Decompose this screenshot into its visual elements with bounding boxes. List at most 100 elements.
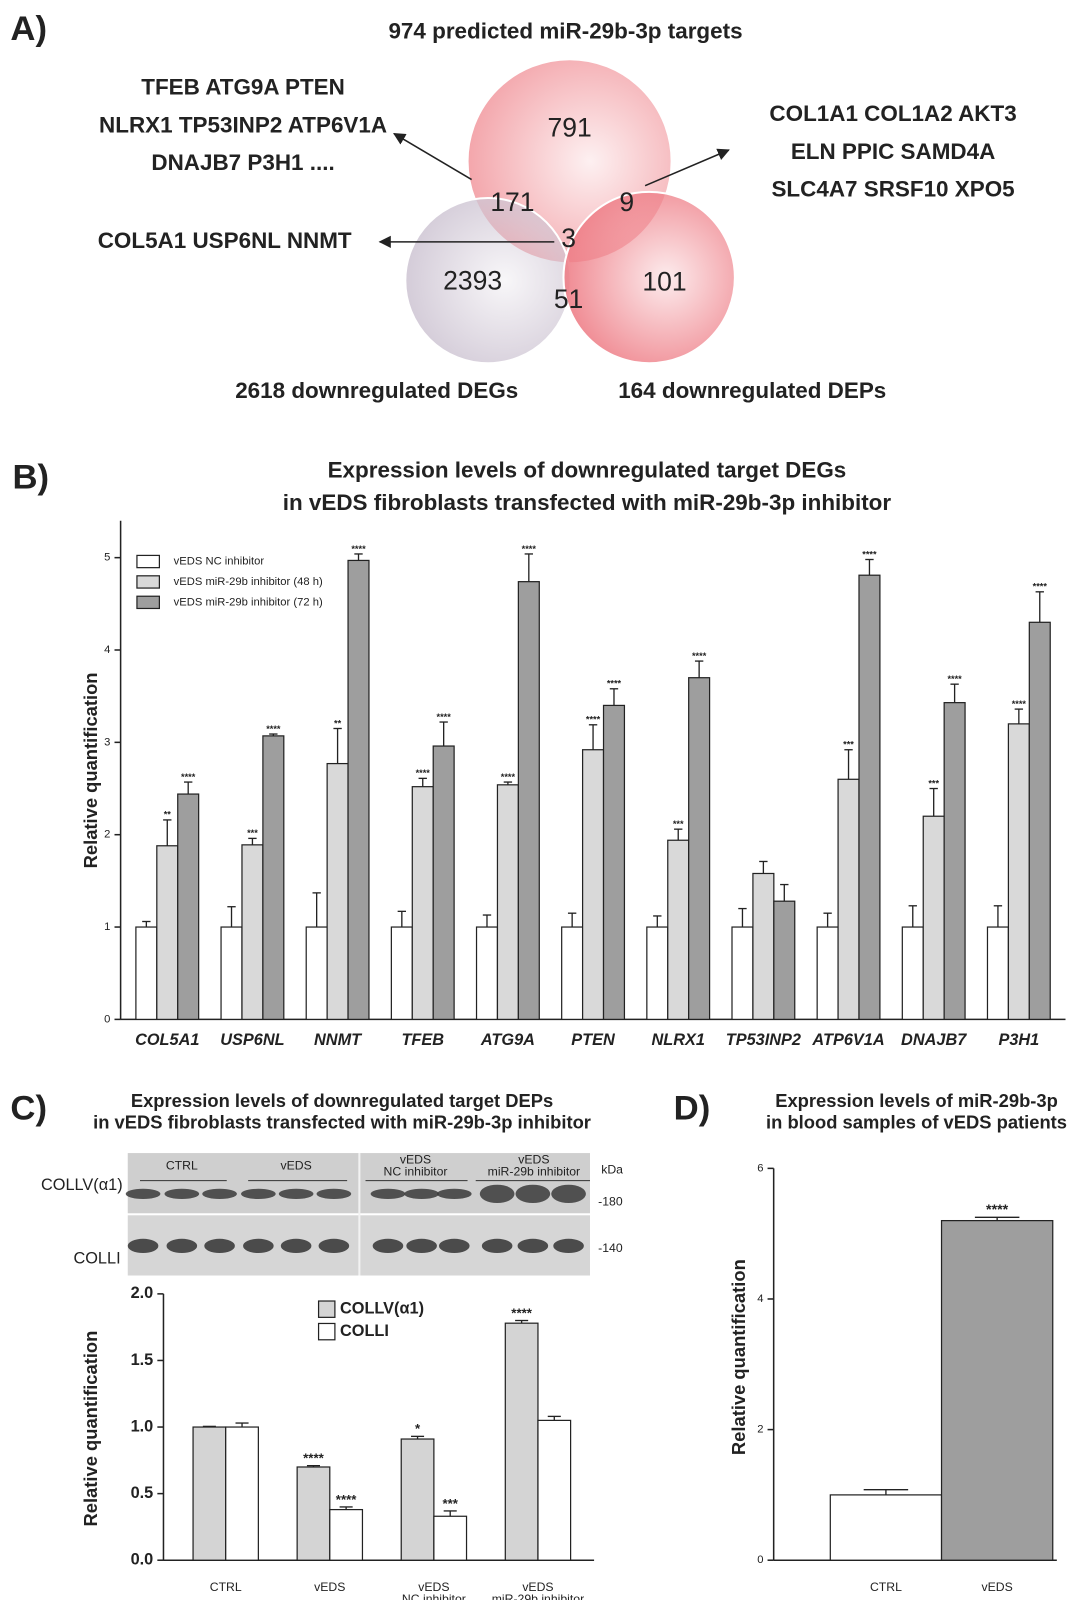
- blot-band: [319, 1239, 350, 1253]
- region-count: 51: [554, 284, 584, 314]
- region-count: 9: [619, 187, 634, 217]
- gene-list: COL5A1 USP6NL NNMT: [98, 228, 352, 253]
- y-tick-label: 2: [757, 1424, 763, 1436]
- blot-band: [167, 1239, 198, 1253]
- x-tick-label: TP53INP2: [726, 1031, 801, 1049]
- y-tick-label: 5: [104, 552, 110, 564]
- x-tick-label: CTRL: [210, 1580, 242, 1594]
- bar: [538, 1420, 571, 1560]
- chart-title: in vEDS fibroblasts transfected with miR…: [93, 1111, 591, 1132]
- significance-label: ****: [692, 651, 707, 661]
- page: {"chart_data": [ {"type": "venn", "panel…: [0, 0, 1080, 1600]
- bar: [178, 794, 199, 1019]
- chart-title: in blood samples of vEDS patients: [766, 1111, 1067, 1132]
- blot-band: [553, 1239, 584, 1253]
- gene-list: COL1A1 COL1A2 AKT3: [769, 101, 1016, 126]
- chart-title: Expression levels of downregulated targe…: [131, 1090, 553, 1111]
- blot-band: [126, 1189, 161, 1199]
- y-tick-label: 0: [104, 1013, 110, 1025]
- significance-label: ****: [511, 1305, 532, 1320]
- bar: [391, 927, 412, 1019]
- bar: [604, 705, 625, 1019]
- significance-label: ****: [522, 544, 537, 554]
- lane-label: CTRL: [166, 1159, 198, 1173]
- chart-title: Expression levels of miR-29b-3p: [775, 1090, 1058, 1111]
- x-tick-label: NLRX1: [651, 1031, 704, 1049]
- bar: [433, 746, 454, 1019]
- blot-band: [439, 1239, 470, 1253]
- x-tick-label: CTRL: [870, 1580, 902, 1594]
- x-tick-label: vEDS: [314, 1580, 345, 1594]
- bar: [348, 560, 369, 1019]
- bar: [944, 703, 965, 1020]
- panel-label: B): [12, 459, 49, 497]
- blot-band: [317, 1189, 352, 1199]
- blot-band: [406, 1239, 437, 1253]
- significance-label: ****: [181, 772, 196, 782]
- significance-label: ****: [266, 724, 281, 734]
- significance-label: ***: [928, 778, 939, 788]
- set-label: 2618 downregulated DEGs: [235, 378, 518, 403]
- bar: [732, 927, 753, 1019]
- x-tick-label: vEDS: [982, 1580, 1013, 1594]
- region-count: 3: [561, 223, 576, 253]
- bar: [583, 750, 604, 1020]
- bar: [987, 927, 1008, 1019]
- bar: [668, 840, 689, 1019]
- x-tick-label: P3H1: [998, 1031, 1039, 1049]
- x-tick-label: NC inhibitor: [402, 1592, 466, 1600]
- y-tick-label: 1.0: [131, 1417, 154, 1435]
- marker-label: -180: [598, 1194, 623, 1208]
- significance-label: ***: [442, 1496, 458, 1511]
- x-tick-label: USP6NL: [220, 1031, 284, 1049]
- bar: [923, 816, 944, 1019]
- significance-label: ****: [986, 1202, 1009, 1218]
- blot-band: [373, 1239, 404, 1253]
- set-label: 974 predicted miR-29b-3p targets: [388, 19, 742, 44]
- significance-label: ****: [862, 549, 877, 559]
- legend-label: vEDS miR-29b inhibitor (48 h): [174, 576, 323, 588]
- bar: [497, 785, 518, 1020]
- bar: [1008, 724, 1029, 1020]
- y-tick-label: 4: [104, 644, 110, 656]
- annotation-arrow: [394, 134, 472, 180]
- bar: [1029, 622, 1050, 1019]
- bar: [518, 582, 539, 1020]
- blot-band: [404, 1189, 439, 1199]
- legend-swatch: [137, 596, 159, 608]
- y-axis-label: Relative quantification: [80, 672, 101, 868]
- bar: [221, 927, 242, 1019]
- legend-swatch: [137, 555, 159, 567]
- blot-band: [516, 1185, 551, 1203]
- blot-band: [518, 1239, 549, 1253]
- blot-band: [243, 1239, 274, 1253]
- bar: [327, 764, 348, 1020]
- significance-label: ****: [586, 715, 601, 725]
- region-count: 101: [642, 267, 686, 297]
- bar: [412, 787, 433, 1020]
- blot-band: [241, 1189, 276, 1199]
- legend-label: vEDS NC inhibitor: [174, 555, 265, 567]
- legend-swatch: [137, 576, 159, 588]
- blot-band: [482, 1239, 513, 1253]
- significance-label: **: [164, 810, 172, 820]
- bar: [505, 1323, 538, 1560]
- bar: [434, 1516, 467, 1560]
- bar: [830, 1495, 941, 1560]
- bar: [157, 846, 178, 1020]
- chart-title: in vEDS fibroblasts transfected with miR…: [283, 490, 892, 515]
- bar: [689, 678, 710, 1020]
- y-tick-label: 0.0: [131, 1551, 154, 1569]
- legend-swatch: [319, 1301, 335, 1317]
- significance-label: ****: [607, 679, 622, 689]
- bar: [753, 873, 774, 1019]
- panel-label: D): [674, 1089, 711, 1127]
- legend-label: vEDS miR-29b inhibitor (72 h): [174, 596, 323, 608]
- significance-label: ***: [673, 819, 684, 829]
- y-tick-label: 0.5: [131, 1484, 154, 1502]
- kda-label: kDa: [601, 1163, 623, 1177]
- x-tick-label: DNAJB7: [901, 1031, 967, 1049]
- significance-label: ****: [1012, 699, 1027, 709]
- blot-band: [202, 1189, 237, 1199]
- bar: [942, 1221, 1053, 1561]
